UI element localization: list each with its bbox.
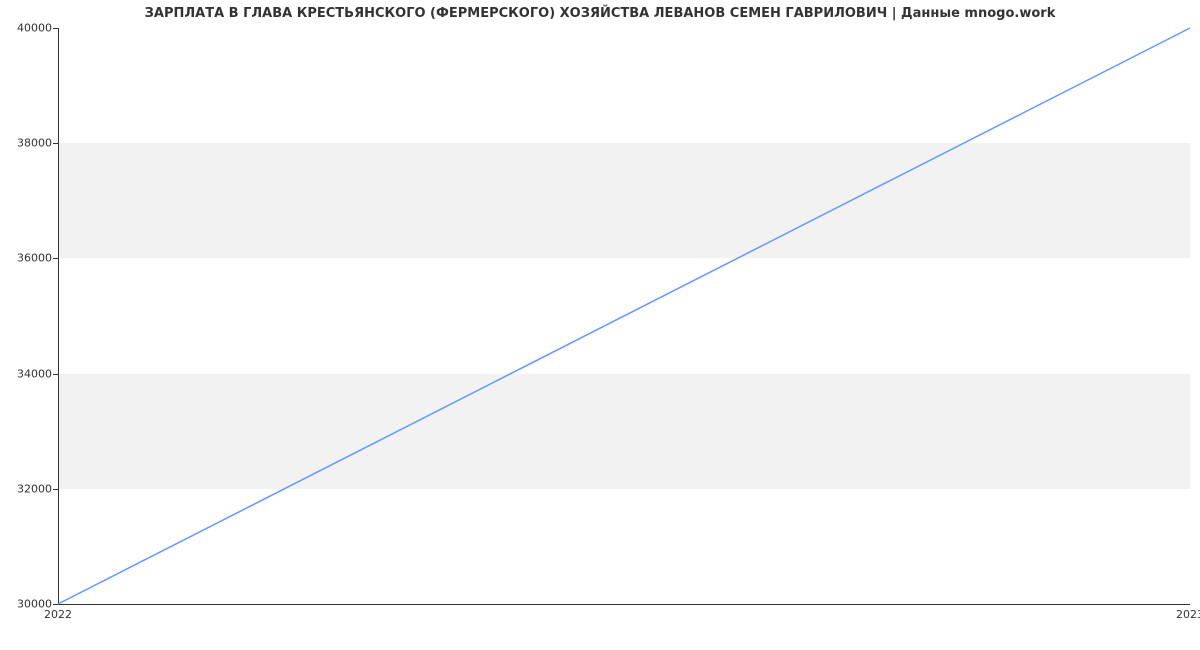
y-tick-label: 36000 bbox=[17, 252, 58, 265]
plot-area: 30000320003400036000380004000020222023 bbox=[58, 28, 1190, 604]
x-axis bbox=[58, 604, 1190, 605]
x-tick-label: 2022 bbox=[44, 604, 72, 621]
y-tick-label: 32000 bbox=[17, 482, 58, 495]
y-tick-label: 38000 bbox=[17, 137, 58, 150]
salary-line-chart: ЗАРПЛАТА В ГЛАВА КРЕСТЬЯНСКОГО (ФЕРМЕРСК… bbox=[0, 0, 1200, 650]
series-salary bbox=[58, 28, 1190, 604]
chart-title: ЗАРПЛАТА В ГЛАВА КРЕСТЬЯНСКОГО (ФЕРМЕРСК… bbox=[0, 6, 1200, 21]
y-tick-label: 40000 bbox=[17, 22, 58, 35]
x-tick-label: 2023 bbox=[1176, 604, 1200, 621]
series-layer bbox=[58, 28, 1190, 604]
y-tick-label: 34000 bbox=[17, 367, 58, 380]
